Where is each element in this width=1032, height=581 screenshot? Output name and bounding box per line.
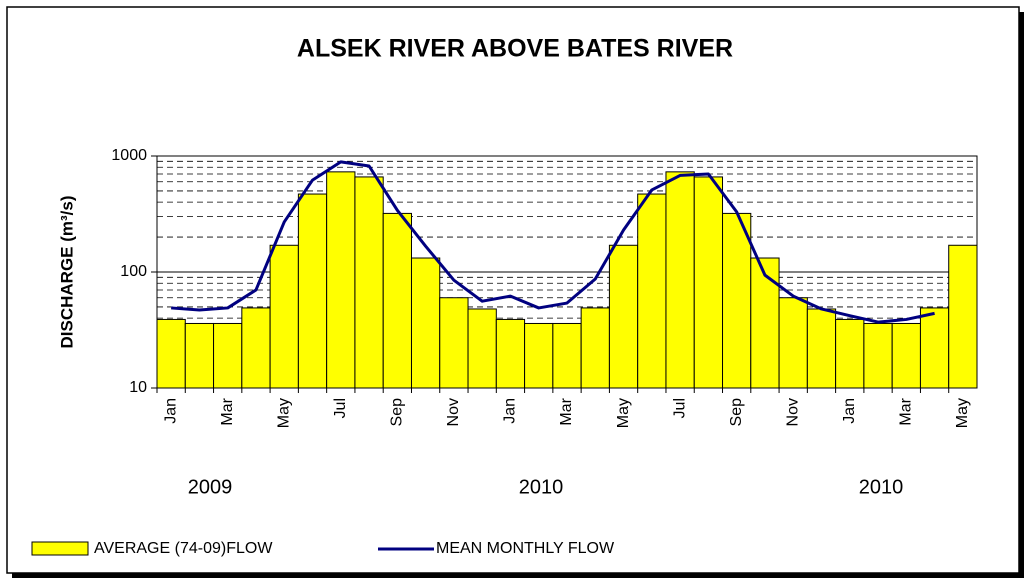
y-tick-label: 10 [129,379,147,396]
legend-label: AVERAGE (74-09)FLOW [94,540,273,557]
line [171,160,935,324]
x-tick-label: Jan [162,398,179,424]
x-tick-label: Sep [389,398,406,427]
bar [948,244,978,389]
year-label: 2010 [519,476,564,498]
y-tick-label: 1000 [111,147,147,164]
x-tick-label: Mar [219,397,236,425]
y-tick-label: 100 [120,263,147,280]
bar [495,318,526,389]
bar [410,257,441,389]
x-tick-label: Sep [728,398,745,427]
chart-title: ALSEK RIVER ABOVE BATES RIVER [297,35,733,63]
x-tick-label: Jan [841,398,858,424]
x-tick-label: Mar [898,397,915,425]
bar [693,176,724,389]
bar [806,308,837,389]
bar [750,257,780,389]
x-tick-label: Mar [558,397,575,425]
bar [241,307,271,389]
bar [467,308,497,389]
bar [524,322,554,389]
bar [297,193,328,389]
bar [184,322,215,389]
bar [382,212,412,389]
bar [722,212,752,389]
bar [778,297,808,389]
bar [891,322,921,389]
bar [354,176,384,389]
bar [835,318,865,389]
bar [156,318,186,389]
x-tick-label: Nov [445,398,462,426]
legend-label: MEAN MONTHLY FLOW [436,540,615,557]
y-axis-label: DISCHARGE (m³/s) [57,195,76,348]
x-tick-label: May [275,398,292,428]
bar [580,307,610,389]
bar [919,307,950,389]
plot-border [156,155,978,389]
x-tick-label: May [615,398,632,428]
x-tick-label: Jan [502,398,519,424]
bar [269,244,299,389]
bar [326,171,356,389]
x-tick-label: Jul [671,398,688,418]
bar [863,322,893,389]
x-tick-label: Nov [784,398,801,426]
bar [439,297,469,389]
year-label: 2009 [188,476,233,498]
bar [665,171,695,389]
bar [552,322,582,389]
legend-swatch [31,541,89,556]
bar [608,244,639,389]
x-tick-label: Jul [332,398,349,418]
year-label: 2010 [859,476,904,498]
x-tick-label: May [954,398,971,428]
bar [213,322,243,389]
bar [637,193,667,389]
